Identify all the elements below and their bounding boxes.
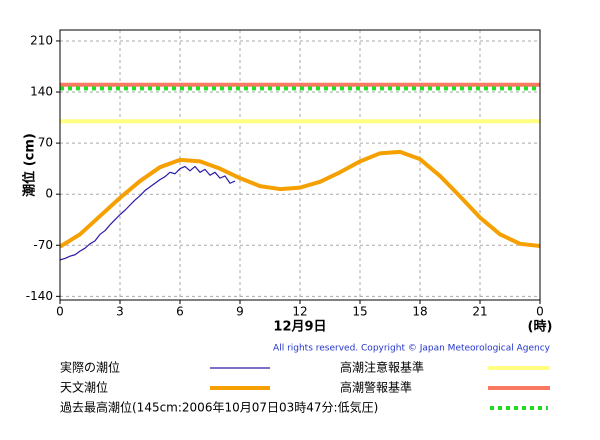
- plot-frame: [59, 29, 541, 301]
- y-axis-label: 潮位 (cm): [22, 133, 38, 197]
- x-tick-label: 0: [536, 305, 544, 319]
- y-tick-label: -140: [26, 289, 53, 303]
- series-line: [59, 165, 236, 261]
- x-tick-label: 9: [236, 305, 244, 319]
- copyright: All rights reserved. Copyright © Japan M…: [273, 344, 551, 354]
- x-axis-label: 12月9日: [273, 320, 326, 335]
- y-tick-label: 0: [45, 187, 53, 201]
- x-tick-label: 0: [56, 305, 64, 319]
- legend-label: 天文潮位: [60, 380, 108, 395]
- legend-label: 過去最高潮位(145cm:2006年10月07日03時47分:低気圧): [60, 400, 378, 415]
- y-tick-label: 210: [30, 33, 53, 47]
- series-line: [58, 149, 541, 249]
- y-tick-label: 140: [30, 85, 53, 99]
- y-tick-label: 70: [38, 136, 53, 150]
- x-tick-label: 21: [472, 305, 487, 319]
- legend-label: 実際の潮位: [60, 360, 120, 375]
- x-tick-label: 12: [292, 305, 307, 319]
- legend-label: 高潮警報基準: [340, 380, 412, 395]
- y-tick-label: -70: [33, 238, 53, 252]
- x-tick-label: 18: [412, 305, 427, 319]
- x-tick-label: 15: [352, 305, 367, 319]
- x-tick-label: 3: [116, 305, 124, 319]
- x-tick-label: 6: [176, 305, 184, 319]
- x-unit: (時): [528, 319, 553, 335]
- legend-label: 高潮注意報基準: [340, 360, 424, 375]
